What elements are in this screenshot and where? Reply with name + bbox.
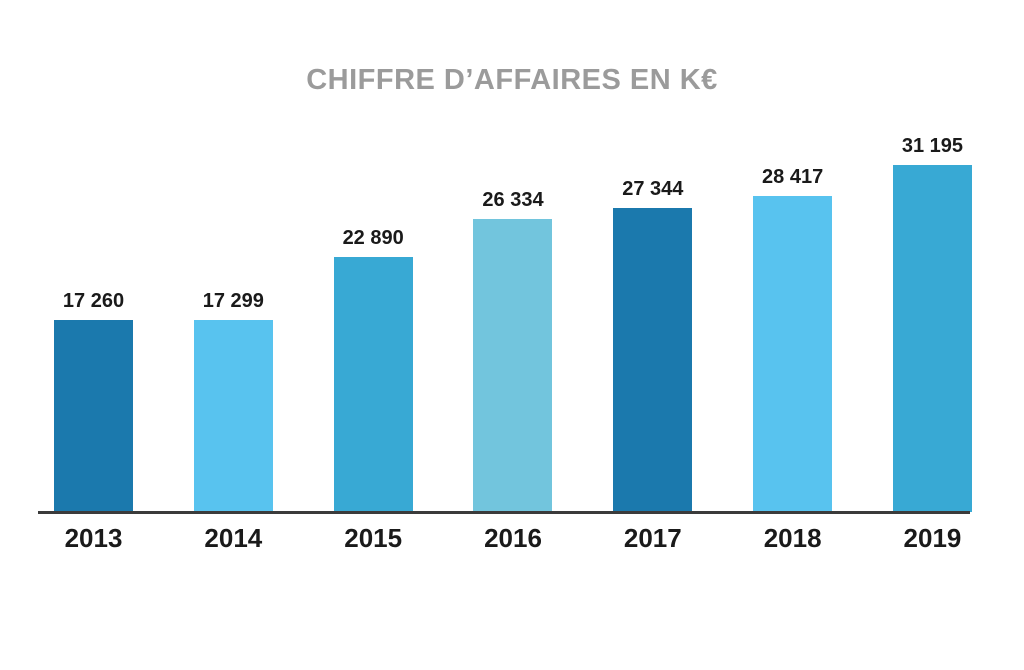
x-axis-line [38, 511, 970, 514]
bar-group-2015: 22 890 2015 [333, 227, 413, 553]
x-axis-tick-label: 2017 [623, 523, 682, 553]
bar-2015 [333, 257, 413, 512]
bar-value-label: 31 195 [901, 135, 964, 157]
bar-group-2018: 28 417 2018 [753, 166, 833, 553]
bar-value-label: 28 417 [762, 166, 824, 188]
x-axis-tick-label: 2014 [204, 523, 263, 553]
bar-2019 [892, 165, 972, 512]
bar-group-2016: 26 334 2016 [473, 189, 553, 553]
bar-2018 [753, 196, 833, 512]
plot-area: 17 260 2013 17 299 2014 22 890 2015 26 334 2016… [54, 135, 972, 553]
bar-value-label: 17 260 [62, 290, 125, 312]
x-axis-tick-label: 2015 [344, 523, 403, 553]
bar-group-2019: 31 195 2019 [892, 135, 972, 553]
bar-value-label: 26 334 [482, 189, 544, 211]
bar-value-label: 22 890 [342, 227, 404, 249]
x-axis-tick-label: 2018 [763, 523, 822, 553]
x-axis-tick-label: 2013 [64, 523, 123, 553]
bar-group-2017: 27 344 2017 [613, 178, 693, 553]
x-axis-tick-label: 2019 [903, 523, 962, 553]
chart-title: CHIFFRE D’AFFAIRES EN K€ [306, 64, 718, 96]
bar-group-2014: 17 299 2014 [193, 290, 273, 553]
bar-2016 [473, 219, 553, 512]
bar-2014 [193, 320, 273, 512]
bar-group-2013: 17 260 2013 [54, 290, 133, 553]
bar-value-label: 27 344 [622, 178, 684, 200]
bar-value-label: 17 299 [202, 290, 264, 312]
bar-2013 [54, 320, 133, 512]
bar-2017 [613, 208, 693, 512]
x-axis-tick-label: 2016 [484, 523, 542, 553]
